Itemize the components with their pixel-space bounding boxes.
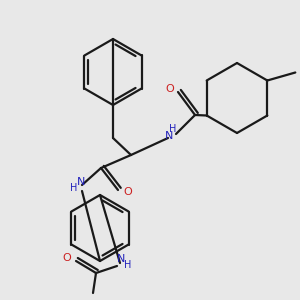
- Text: N: N: [117, 254, 125, 264]
- Text: H: H: [70, 183, 78, 193]
- Text: O: O: [124, 187, 132, 197]
- Text: N: N: [77, 177, 85, 187]
- Text: N: N: [165, 131, 173, 141]
- Text: O: O: [63, 253, 71, 263]
- Text: H: H: [169, 124, 177, 134]
- Text: H: H: [124, 260, 132, 270]
- Text: O: O: [166, 84, 174, 94]
